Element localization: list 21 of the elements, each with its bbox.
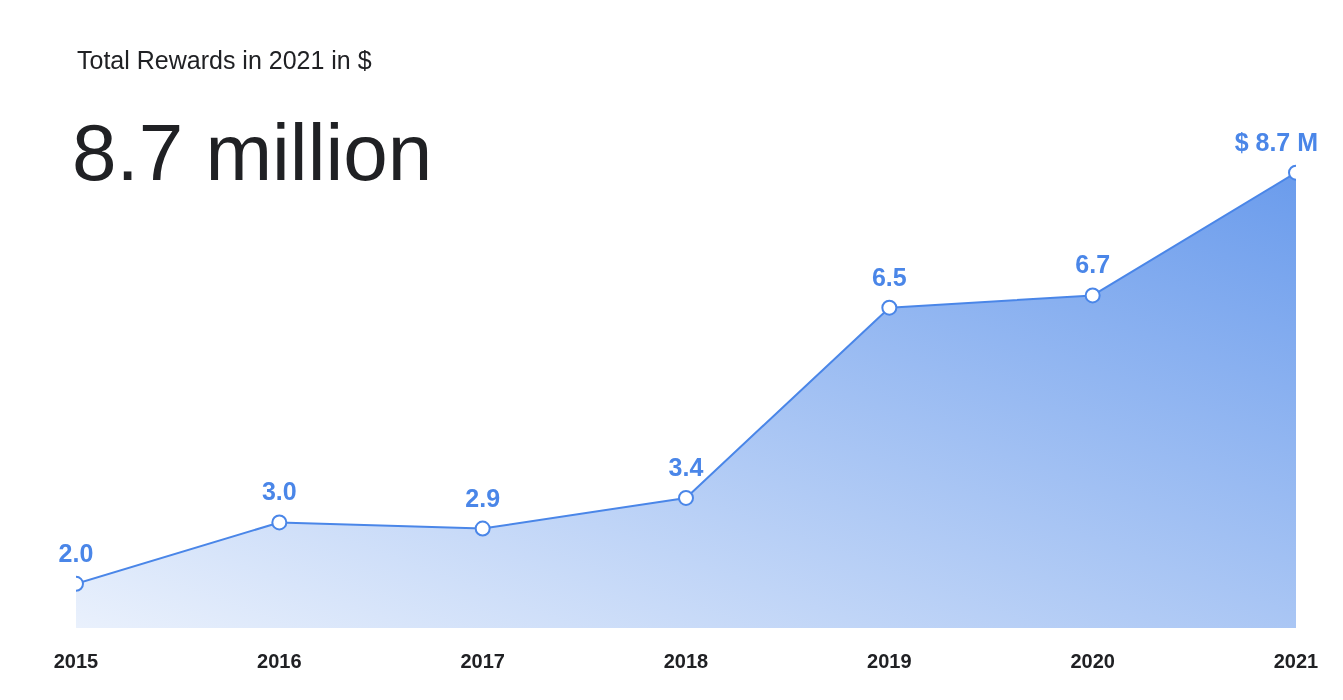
data-label: $ 8.7 M bbox=[1234, 127, 1318, 156]
point bbox=[271, 514, 288, 531]
chart-subtitle: 8.7 million bbox=[72, 108, 433, 198]
x-tick-label: 2015 bbox=[53, 650, 99, 673]
point bbox=[1084, 287, 1101, 304]
x-tick-label: 2020 bbox=[1070, 650, 1115, 673]
chart-title: Total Rewards in 2021 in $ bbox=[77, 46, 372, 75]
data-label: 2.9 bbox=[465, 483, 501, 512]
x-tick-label: 2017 bbox=[460, 650, 505, 673]
point bbox=[474, 520, 491, 537]
data-label: 6.7 bbox=[1075, 250, 1111, 279]
x-tick-label: 2018 bbox=[663, 650, 709, 673]
data-label: 2.0 bbox=[58, 538, 94, 567]
point bbox=[881, 299, 898, 316]
data-label: 3.4 bbox=[668, 452, 704, 481]
x-tick-label: 2019 bbox=[867, 650, 912, 673]
data-label: 3.0 bbox=[261, 477, 297, 506]
x-tick-label: 2021 bbox=[1273, 650, 1319, 673]
point bbox=[678, 489, 694, 506]
data-label: 6.5 bbox=[871, 262, 907, 291]
x-tick-label: 2016 bbox=[257, 650, 302, 673]
